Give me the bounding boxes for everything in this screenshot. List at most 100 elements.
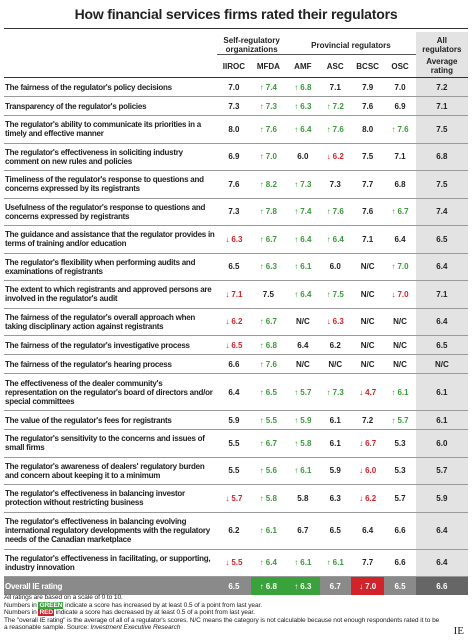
row-label: Usefulness of the regulator's response t… — [4, 198, 218, 226]
rating: 7.6 — [319, 198, 351, 226]
rating: 6.7 — [250, 429, 287, 458]
rating: 6.4 — [250, 549, 287, 577]
logo: IE — [453, 625, 464, 637]
rating: 6.4 — [319, 225, 351, 254]
rating: 7.3 — [286, 170, 320, 199]
rating: 7.5 — [250, 280, 287, 309]
row: The regulator's flexibility when perform… — [4, 253, 468, 281]
rating: 7.1 — [350, 225, 385, 254]
row-label: The regulator's sensitivity to the conce… — [4, 429, 218, 458]
row: The guidance and assistance that the reg… — [4, 225, 468, 254]
rating: 7.1 — [319, 77, 351, 97]
footnote: Numbers in RED indicate a score has decr… — [4, 609, 444, 617]
rating: 5.5 — [250, 410, 287, 430]
rating: 6.8 — [250, 576, 287, 595]
footnote: The "overall IE rating" is the average o… — [4, 617, 444, 632]
rating: 7.0 — [350, 576, 385, 595]
rating: 6.4 — [350, 512, 385, 550]
rating: 5.7 — [286, 373, 320, 411]
rating: 5.7 — [217, 484, 251, 513]
rating: 7.6 — [319, 115, 351, 144]
row-label: Overall IE rating — [4, 576, 218, 595]
row: Transparency of the regulator's policies… — [4, 96, 468, 116]
row: The regulator's effectiveness in facilit… — [4, 549, 468, 577]
rating: 6.8 — [415, 143, 468, 171]
row: The fairness of the regulator's investig… — [4, 335, 468, 355]
rating: 7.7 — [350, 170, 385, 199]
rating: 6.0 — [350, 457, 385, 485]
rating: 5.9 — [217, 410, 251, 430]
rating: 7.5 — [350, 143, 385, 171]
rating: N/C — [319, 354, 351, 374]
rating: N/C — [384, 354, 416, 374]
rating: N/C — [384, 308, 416, 336]
rating: 6.4 — [415, 549, 468, 577]
text: The "overall IE rating" is the average o… — [4, 616, 440, 632]
rating: 6.9 — [217, 143, 251, 171]
rating: 7.2 — [415, 77, 468, 97]
rating: 6.3 — [319, 484, 351, 513]
rating: 7.6 — [250, 115, 287, 144]
rating: 5.3 — [384, 457, 416, 485]
rating: 6.1 — [384, 373, 416, 411]
rating: 6.1 — [319, 549, 351, 577]
rating: 5.6 — [250, 457, 287, 485]
rating: 6.0 — [319, 253, 351, 281]
rating: N/C — [350, 335, 385, 355]
rating: 6.3 — [250, 253, 287, 281]
row: Usefulness of the regulator's response t… — [4, 198, 468, 226]
row-label: The regulator's awareness of dealers' re… — [4, 457, 218, 485]
rating: 6.4 — [384, 225, 416, 254]
row-label: The effectiveness of the dealer communit… — [4, 373, 218, 411]
rating: 6.2 — [319, 335, 351, 355]
rating: 7.0 — [217, 77, 251, 97]
column-header: MFDA — [250, 54, 287, 78]
row-label: Timeliness of the regulator's response t… — [4, 170, 218, 199]
group-header: All regulators — [415, 32, 468, 55]
rating: 6.2 — [217, 512, 251, 550]
column-header: IIROC — [217, 54, 251, 78]
rating: 6.4 — [286, 225, 320, 254]
rating: 6.7 — [384, 198, 416, 226]
footnotes: All ratings are based on a scale of 0 to… — [4, 594, 444, 632]
rating: 6.4 — [217, 373, 251, 411]
rating: 6.7 — [250, 308, 287, 336]
row-label: The fairness of the regulator's policy d… — [4, 77, 218, 97]
rating: 6.4 — [286, 335, 320, 355]
rating: 6.3 — [319, 308, 351, 336]
text: Source: — [66, 624, 89, 632]
rating: N/C — [415, 354, 468, 374]
footnote: Numbers in GREEN indicate a score has in… — [4, 601, 444, 610]
column-header: BCSC — [350, 54, 385, 78]
row: The regulator's awareness of dealers' re… — [4, 457, 468, 485]
group-header: Self-regulatory organizations — [217, 32, 287, 55]
rating: 6.6 — [384, 549, 416, 577]
rating: 8.0 — [217, 115, 251, 144]
rating: 7.1 — [415, 96, 468, 116]
rating: 6.0 — [415, 429, 468, 458]
column-header: Average rating — [415, 54, 468, 78]
rating: 5.5 — [217, 457, 251, 485]
rating: 7.0 — [384, 77, 416, 97]
rating: 5.5 — [217, 549, 251, 577]
rating: 6.1 — [319, 410, 351, 430]
row-label: The regulator's ability to communicate i… — [4, 115, 218, 144]
column-header: ASC — [319, 54, 351, 78]
row-label: The regulator's flexibility when perform… — [4, 253, 218, 281]
rating: 6.2 — [319, 143, 351, 171]
rating: N/C — [286, 354, 320, 374]
text: Numbers in — [4, 601, 37, 609]
rating: 6.4 — [415, 253, 468, 281]
rating: 6.4 — [286, 280, 320, 309]
row-label: Transparency of the regulator's policies — [4, 96, 218, 116]
rating: 5.8 — [286, 429, 320, 458]
rating: 7.4 — [286, 198, 320, 226]
highlight: RED — [38, 609, 55, 617]
text: indicate a score has increased by at lea… — [65, 601, 262, 609]
rating: 6.5 — [250, 373, 287, 411]
rating: 6.5 — [217, 335, 251, 355]
rating: 7.1 — [415, 280, 468, 309]
rating: 5.9 — [415, 484, 468, 513]
row: The fairness of the regulator's hearing … — [4, 354, 468, 374]
rating: 5.7 — [384, 484, 416, 513]
